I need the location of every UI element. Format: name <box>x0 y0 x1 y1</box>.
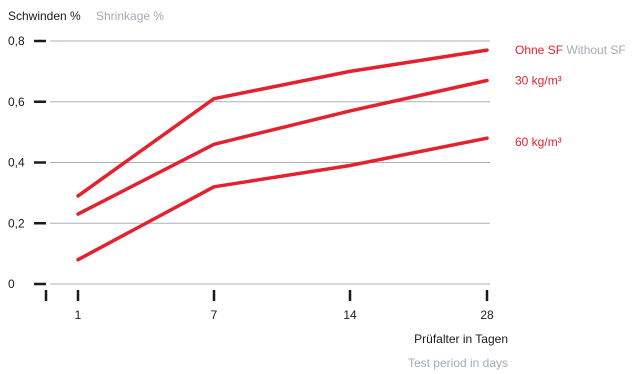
chart-title: Schwinden % Shrinkage % <box>8 9 164 23</box>
y-tick-label: 0,6 <box>8 95 25 109</box>
chart-title-sub: Shrinkage % <box>96 9 164 23</box>
series-line <box>76 136 489 262</box>
series-label: Ohne SF Without SF <box>515 43 626 57</box>
chart-title-main: Schwinden % <box>8 9 81 23</box>
x-axis: 1 7 14 28 <box>44 290 494 322</box>
y-tick-label: 0,8 <box>8 34 25 48</box>
x-axis-label-sub: Test period in days <box>408 356 508 370</box>
series-labels: Ohne SF Without SF 30 kg/m³ 60 kg/m³ <box>515 43 626 149</box>
x-tick-label: 14 <box>343 308 357 322</box>
series-lines <box>76 48 489 262</box>
x-tick-label: 7 <box>211 308 218 322</box>
x-tick-label: 1 <box>75 308 82 322</box>
series-line <box>76 78 489 216</box>
series-line <box>76 48 489 198</box>
x-tick-label: 28 <box>480 308 494 322</box>
gridlines <box>50 40 490 285</box>
series-label: 30 kg/m³ <box>515 73 562 87</box>
series-label-sub: Without SF <box>563 43 626 57</box>
x-axis-title: Prüfalter in Tagen Test period in days <box>408 332 508 370</box>
x-axis-label: Prüfalter in Tagen <box>414 332 508 346</box>
y-tick-label: 0,4 <box>8 156 25 170</box>
series-label: 60 kg/m³ <box>515 135 562 149</box>
y-tick-label: 0 <box>8 277 15 291</box>
y-tick-label: 0,2 <box>8 216 25 230</box>
y-axis: 0 0,2 0,4 0,6 0,8 <box>8 34 46 291</box>
